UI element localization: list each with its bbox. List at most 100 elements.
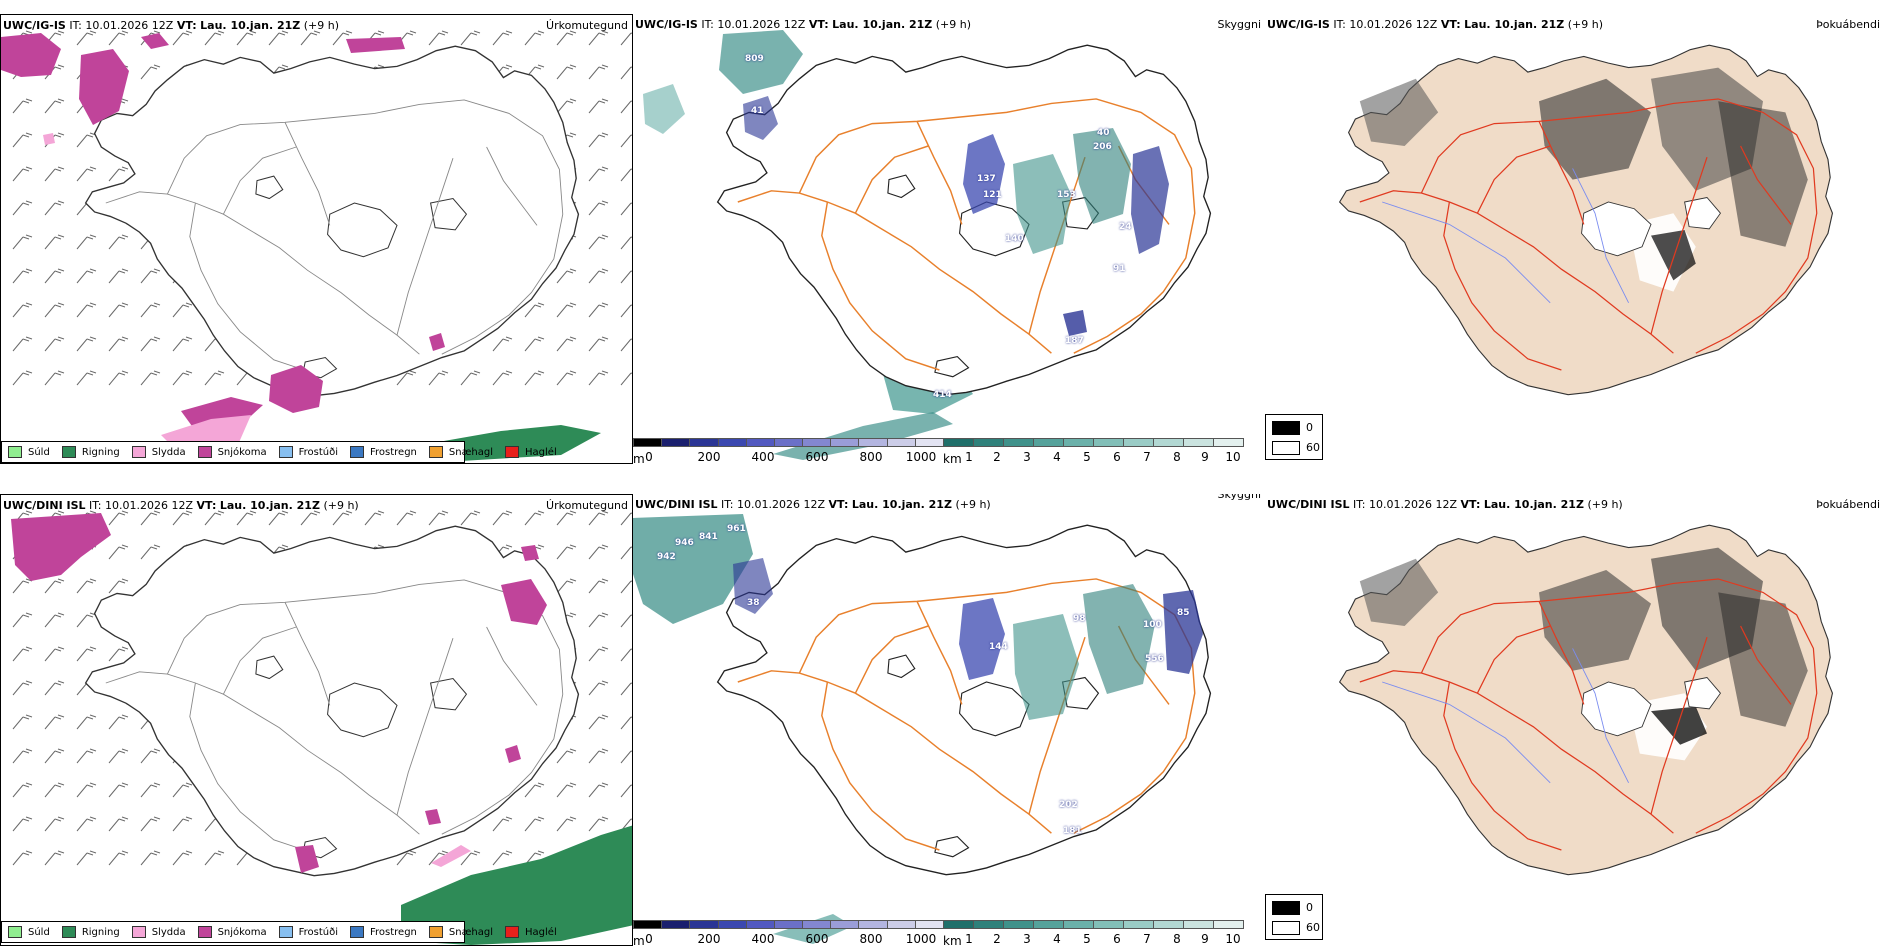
wind-barb [492,336,513,352]
colorbar-segment [689,438,719,447]
fog-legend-label: 0 [1306,901,1313,914]
fog-legend-label: 60 [1306,441,1320,454]
wind-barb [588,748,609,764]
wind-barb [12,132,33,148]
colorbar-segment [1093,438,1124,447]
colorbar-tick: 5 [1083,932,1091,946]
wind-barb [44,816,65,832]
wind-barb [140,370,161,386]
precip-type-panel-row1: UWC/IG-IS IT: 10.01.2026 12Z VT: Lau. 10… [0,14,633,464]
cloud-visibility-panel-row2: UWC/DINI ISL IT: 10.01.2026 12Z VT: Lau.… [633,494,1265,946]
cloud-value-label: 841 [699,532,718,542]
colorbar-segment [633,438,663,447]
legend-swatch [278,446,293,458]
wind-barb [620,614,632,628]
wind-barb [108,510,129,526]
wind-barb [44,234,65,250]
fog-legend-label: 60 [1306,921,1320,934]
wind-barb [620,682,632,696]
wind-barb [620,750,632,764]
wind-barb [204,850,225,866]
wind-barb [44,200,65,216]
fog-legend-swatch [1272,921,1300,935]
legend-swatch [350,446,364,458]
rain-area [421,425,601,461]
colorbar-segment [1213,438,1244,447]
wind-barb [12,268,33,284]
wind-barb [76,336,97,352]
cloud-value-label: 144 [989,642,1008,652]
cloud-value-label: 137 [977,174,996,184]
ceiling-colorbar: m 0 200 400 600 800 1000 [633,920,944,946]
panel-title: UWC/DINI ISL IT: 10.01.2026 12Z VT: Lau.… [3,499,359,512]
wind-barb [140,816,161,832]
cloud-value-label: 187 [1065,336,1084,346]
wind-barb [76,612,97,628]
wind-barb [76,816,97,832]
colorbar-segment [1123,920,1154,929]
wind-barb [556,510,577,526]
wind-barb [588,166,609,182]
wind-barb [76,302,97,318]
cloud-value-label: 942 [657,552,676,562]
wind-barb [108,816,129,832]
wind-barb [620,372,632,386]
wind-barb [76,30,97,46]
legend-item: Frostregn [350,926,417,938]
legend-item: Haglél [505,926,557,938]
wind-barb [140,510,161,526]
wind-barb [108,30,129,46]
wind-barb [428,510,449,526]
precip-legend: Súld Rigning Slydda Snjókoma Frostúði Fr… [1,921,557,943]
colorbar-tick: 600 [805,450,829,464]
wind-barb [556,782,577,798]
fog-map [1339,44,1833,396]
wind-barb [396,370,417,386]
precip-type-panel-row2: UWC/DINI ISL IT: 10.01.2026 12Z VT: Lau.… [0,494,633,946]
cloud-map [633,514,1212,944]
wind-barb [12,370,33,386]
legend-item: Snjókoma [197,446,267,458]
snow-area [429,333,445,351]
wind-barb [588,612,609,628]
legend-swatch [8,446,22,458]
colorbar-tick: 5 [1083,450,1091,464]
fog-legend-row1: 0 60 [1265,414,1323,460]
wind-barb [44,748,65,764]
wind-barb [140,544,161,560]
colorbar-segment [1033,920,1064,929]
cloud-value-label: 202 [1059,800,1078,810]
colorbar-tick: 2 [993,932,1001,946]
wind-barb [556,748,577,764]
wind-barb [620,304,632,318]
legend-item: Súld [8,926,50,938]
legend-swatch [8,926,22,938]
colorbar-segment [1123,438,1154,447]
legend-item: Rigning [61,926,120,938]
wind-barb [620,784,632,798]
colorbar-tick: 200 [697,932,721,946]
colorbar-tick: 4 [1053,932,1061,946]
wind-barb [556,544,577,560]
cloud-value-label: 91 [1113,264,1126,274]
wind-barb [556,64,577,80]
colorbar-segment [1213,920,1244,929]
legend-item: Frostúði [278,446,338,458]
wind-barb [588,302,609,318]
wind-barb [556,336,577,352]
wind-barb [204,510,225,526]
cloud-value-label: 41 [751,106,764,116]
wind-barb [172,370,193,386]
wind-barb [44,302,65,318]
legend-swatch [61,446,76,458]
wind-barb [140,336,161,352]
wind-barb [12,578,33,594]
precip-map [11,510,632,945]
wind-barb [108,850,129,866]
wind-barb [12,302,33,318]
colorbar-tick: 10 [1225,450,1241,464]
cloud-value-label: 414 [933,390,952,400]
wind-barb [524,30,545,46]
wind-barb [12,98,33,114]
legend-swatch [278,926,293,938]
